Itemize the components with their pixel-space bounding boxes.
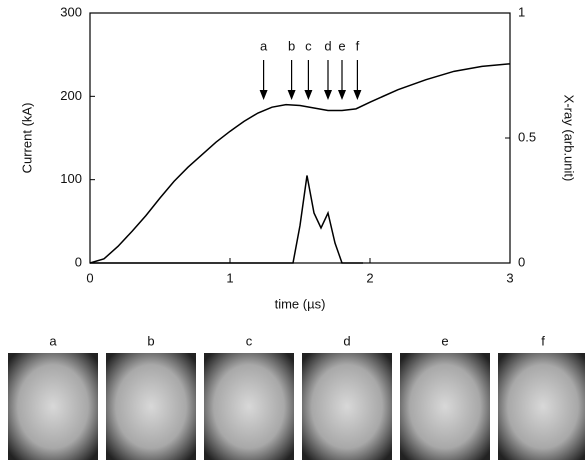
arrow-head: [287, 90, 296, 100]
arrow-label: b: [288, 38, 295, 53]
arrow-label: f: [356, 38, 360, 53]
panel-label: b: [147, 333, 154, 348]
y-tick-label: 0: [75, 254, 82, 269]
y2-tick-label: 0: [518, 254, 525, 269]
arrow-head: [304, 90, 313, 100]
arrow-label: e: [338, 38, 345, 53]
panel-image: [400, 353, 490, 460]
panel-label: c: [246, 333, 253, 348]
y2-tick-label: 0.5: [518, 129, 536, 144]
arrow-head: [338, 90, 346, 100]
panel-label: f: [541, 333, 545, 348]
arrow-label: c: [305, 38, 312, 53]
y-tick-label: 200: [60, 88, 82, 103]
y-tick-label: 300: [60, 4, 82, 19]
y2-axis-label: X-ray (arb.unit): [562, 95, 577, 182]
y-axis-label: Current (kA): [19, 103, 34, 174]
y-tick-label: 100: [60, 171, 82, 186]
arrow-head: [324, 90, 332, 100]
x-tick-label: 0: [86, 270, 93, 285]
series-line: [89, 63, 511, 264]
panel-label: a: [49, 333, 57, 348]
arrow-label: d: [324, 38, 331, 53]
panel-image: [106, 353, 196, 460]
x-tick-label: 3: [506, 270, 513, 285]
panel-label: e: [441, 333, 448, 348]
series-line: [90, 175, 363, 264]
arrow-head: [353, 90, 362, 100]
panel-image: [8, 353, 98, 460]
panel-image: [204, 353, 294, 460]
x-axis-label: time (µs): [275, 296, 326, 311]
x-tick-label: 2: [366, 270, 373, 285]
arrow-label: a: [260, 38, 268, 53]
x-tick-label: 1: [226, 270, 233, 285]
y2-tick-label: 1: [518, 4, 525, 19]
arrow-head: [259, 90, 268, 100]
panel-image: [498, 353, 585, 460]
panel-image: [302, 353, 392, 460]
panel-label: d: [343, 333, 350, 348]
